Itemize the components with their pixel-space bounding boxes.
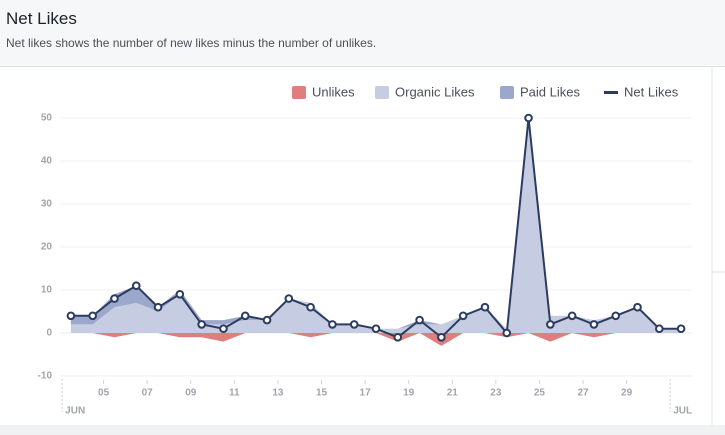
point bbox=[480, 302, 490, 312]
point bbox=[589, 320, 599, 329]
y-tick-label: 0 bbox=[46, 328, 52, 339]
legend-label: Paid Likes bbox=[520, 84, 580, 99]
y-tick-label: 20 bbox=[41, 242, 53, 253]
legend-swatch bbox=[500, 86, 514, 99]
point bbox=[175, 290, 185, 299]
x-tick-label: 05 bbox=[98, 388, 110, 399]
x-tick-label: 09 bbox=[185, 388, 197, 399]
point bbox=[153, 302, 163, 312]
x-tick-label: 07 bbox=[142, 388, 154, 399]
net-line bbox=[70, 117, 682, 339]
x-tick-label: 29 bbox=[621, 388, 633, 399]
x-tick-label: 11 bbox=[229, 388, 240, 399]
y-tick-label: -10 bbox=[38, 371, 53, 382]
point bbox=[131, 281, 141, 290]
legend-swatch bbox=[375, 86, 389, 99]
point bbox=[110, 294, 119, 303]
legend-swatch bbox=[604, 91, 618, 94]
point bbox=[197, 320, 206, 329]
y-tick-label: 10 bbox=[41, 285, 53, 296]
header: Net Likes Net likes shows the number of … bbox=[0, 0, 725, 67]
chart-title: Net Likes bbox=[6, 9, 77, 28]
point bbox=[88, 311, 97, 321]
point bbox=[458, 311, 468, 321]
point bbox=[567, 311, 577, 321]
y-tick-label: 50 bbox=[41, 113, 53, 124]
x-tick-label: 25 bbox=[534, 388, 546, 399]
point bbox=[437, 333, 446, 342]
legend-label: Unlikes bbox=[312, 84, 355, 99]
point bbox=[633, 302, 642, 312]
point bbox=[349, 320, 359, 329]
point bbox=[393, 333, 403, 342]
point bbox=[262, 315, 272, 325]
month-label: JUN bbox=[65, 406, 85, 417]
point bbox=[611, 311, 621, 321]
point bbox=[502, 328, 512, 338]
point bbox=[219, 324, 228, 334]
legend-label: Net Likes bbox=[624, 84, 679, 99]
point bbox=[284, 294, 294, 303]
y-tick-label: 40 bbox=[41, 156, 53, 167]
area bbox=[70, 333, 682, 346]
point bbox=[546, 320, 555, 329]
x-tick-label: 17 bbox=[360, 388, 372, 399]
chart-subtitle: Net likes shows the number of new likes … bbox=[6, 36, 377, 50]
x-tick-label: 15 bbox=[316, 388, 328, 399]
area bbox=[70, 118, 682, 333]
x-tick-label: 21 bbox=[447, 388, 459, 399]
point bbox=[415, 315, 424, 325]
footer-strip bbox=[0, 425, 725, 435]
month-label: JUL bbox=[673, 406, 692, 417]
point bbox=[328, 320, 337, 329]
legend-label: Organic Likes bbox=[395, 84, 475, 99]
x-tick-label: 27 bbox=[577, 388, 589, 399]
point bbox=[371, 324, 381, 334]
x-tick-label: 19 bbox=[403, 388, 415, 399]
area bbox=[70, 118, 682, 329]
x-tick-label: 23 bbox=[490, 388, 502, 399]
y-tick-label: 30 bbox=[41, 199, 53, 210]
point bbox=[66, 311, 76, 321]
x-tick-label: 13 bbox=[272, 388, 284, 399]
point bbox=[655, 324, 664, 334]
point bbox=[240, 311, 250, 321]
legend-swatch bbox=[292, 86, 306, 99]
point bbox=[524, 113, 533, 123]
point bbox=[676, 324, 686, 334]
chart: -10 0 10 20 30 40 50 05 07 09 11 13 15 17 19 21 23 25 27 29… bbox=[0, 67, 725, 435]
point bbox=[306, 302, 315, 312]
